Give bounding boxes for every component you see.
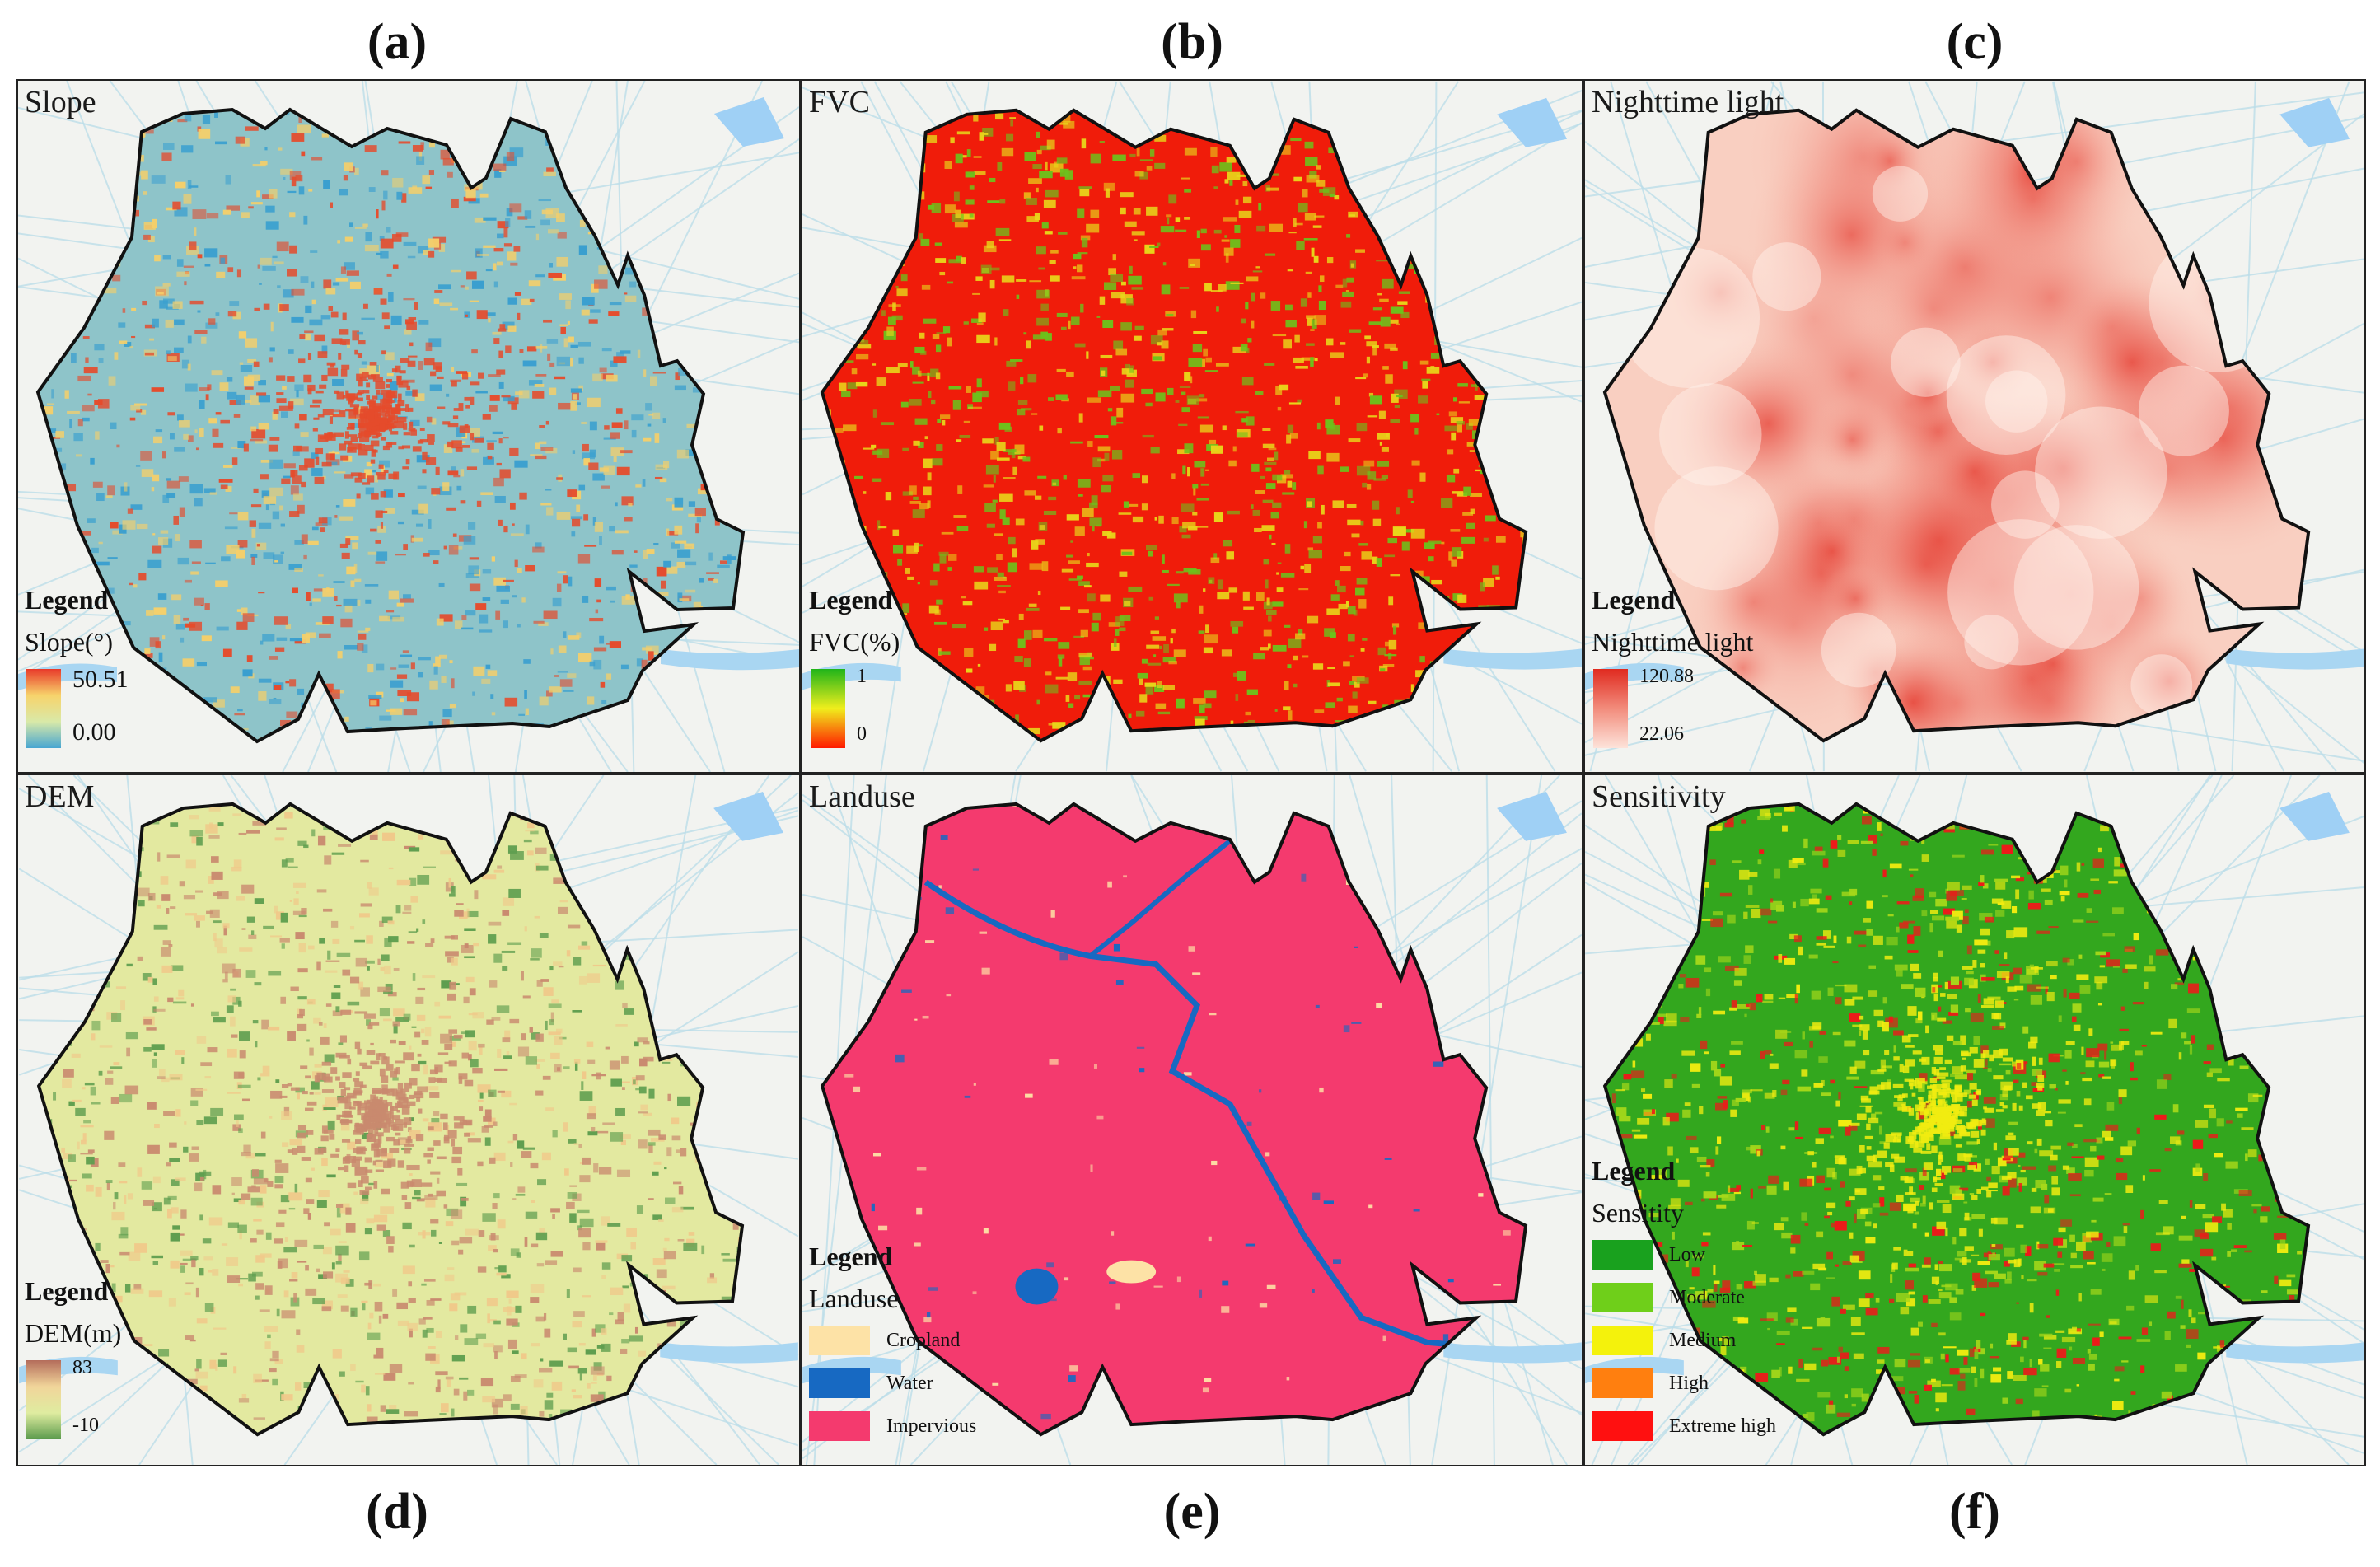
legend-swatch: [1592, 1283, 1653, 1312]
slope-map: [18, 81, 799, 772]
legend-gradient-bar: [26, 1360, 61, 1439]
legend-max-value: 1: [857, 666, 867, 687]
legend-heading: Legend: [809, 585, 893, 615]
panel-label-f: (f): [1949, 1484, 2000, 1540]
panel-label-d: (d): [366, 1484, 428, 1540]
legend-swatch: [809, 1411, 870, 1441]
legend-swatch: [1592, 1368, 1653, 1398]
legend-item-label: Water: [886, 1372, 933, 1394]
panel-landuse: Landuse Legend Landuse Cropland Water Im…: [802, 775, 1582, 1465]
legend-min-value: 22.06: [1639, 723, 1684, 745]
divider-horizontal: [18, 772, 2364, 775]
legend-subtitle: Sensitity: [1592, 1198, 1685, 1228]
dem-map: [18, 775, 799, 1465]
legend-max-value: 120.88: [1639, 666, 1694, 687]
district-boundary: [820, 108, 1528, 743]
panel-label-e: (e): [1163, 1484, 1221, 1540]
legend-item-impervious: Impervious: [809, 1410, 976, 1443]
legend-item-label: Extreme high: [1669, 1415, 1776, 1437]
legend-item-extreme-high: Extreme high: [1592, 1410, 1776, 1443]
district-boundary: [36, 802, 745, 1437]
fvc-map: [802, 81, 1582, 772]
panel-slope: Slope Legend Slope(°) 50.51 0.00: [18, 81, 799, 772]
legend-item-label: Impervious: [886, 1415, 977, 1437]
legend-item-label: Moderate: [1669, 1286, 1745, 1308]
legend-item-high: High: [1592, 1367, 1776, 1400]
panel-title: FVC: [809, 85, 870, 119]
legend-swatch: [809, 1368, 870, 1398]
landuse-map: [802, 775, 1582, 1465]
panel-title: Slope: [25, 85, 96, 119]
district-boundary: [1602, 802, 2311, 1437]
legend-item-label: Medium: [1669, 1329, 1737, 1351]
legend-item-medium: Medium: [1592, 1324, 1776, 1357]
legend: Legend Landuse Cropland Water Impervious: [809, 1242, 976, 1443]
legend-subtitle: DEM(m): [25, 1318, 122, 1348]
legend-min-value: -10: [72, 1415, 99, 1436]
legend-subtitle: Slope(°): [25, 627, 113, 657]
legend-item-label: Low: [1669, 1243, 1705, 1265]
sensitivity-map: [1585, 775, 2364, 1465]
legend-item-moderate: Moderate: [1592, 1281, 1776, 1314]
panel-title: Sensitivity: [1592, 779, 1726, 814]
legend-subtitle: Nighttime light: [1592, 627, 1754, 657]
legend-heading: Legend: [25, 1276, 109, 1306]
panel-fvc: FVC Legend FVC(%) 1 0: [802, 81, 1582, 772]
legend-gradient-bar: [1593, 669, 1628, 748]
legend: Legend Sensitity Low Moderate Medium Hig…: [1592, 1156, 1776, 1443]
legend-gradient-bar: [26, 669, 61, 748]
legend-swatch: [1592, 1240, 1653, 1270]
district-boundary: [35, 107, 746, 744]
legend-item-water: Water: [809, 1367, 976, 1400]
panel-dem: DEM Legend DEM(m) 83 -10: [18, 775, 799, 1465]
legend-swatch: [1592, 1411, 1653, 1441]
legend-swatch: [809, 1326, 870, 1355]
district-boundary: [820, 802, 1528, 1437]
legend-item-cropland: Cropland: [809, 1324, 976, 1357]
figure-grid: Slope Legend Slope(°) 50.51 0.00 FVC Leg…: [16, 79, 2366, 1466]
panel-title: DEM: [25, 779, 95, 814]
panel-label-b: (b): [1161, 14, 1223, 70]
panel-label-a: (a): [367, 14, 428, 70]
panel-nighttime-light: Nighttime light Legend Nighttime light 1…: [1585, 81, 2364, 772]
panel-title: Landuse: [809, 779, 915, 814]
legend-heading: Legend: [1592, 585, 1676, 615]
legend: Legend FVC(%) 1 0: [809, 585, 900, 748]
legend-swatch: [1592, 1326, 1653, 1355]
legend-heading: Legend: [25, 585, 109, 615]
legend-min-value: 0.00: [72, 718, 116, 746]
panel-title: Nighttime light: [1592, 85, 1784, 119]
district-boundary: [1602, 108, 2311, 743]
map-raster: [1604, 110, 2309, 741]
legend-gradient-bar: [811, 669, 845, 748]
legend: Legend DEM(m) 83 -10: [25, 1276, 121, 1439]
legend: Legend Slope(°) 50.51 0.00: [25, 585, 129, 748]
panel-sensitivity: Sensitivity Legend Sensitity Low Moderat…: [1585, 775, 2364, 1465]
legend-max-value: 83: [72, 1357, 92, 1378]
legend-subtitle: FVC(%): [809, 627, 900, 657]
legend-heading: Legend: [809, 1242, 893, 1271]
legend-subtitle: Landuse: [809, 1284, 899, 1313]
legend: Legend Nighttime light 120.88 22.06: [1592, 585, 1753, 748]
legend-heading: Legend: [1592, 1156, 1676, 1186]
legend-min-value: 0: [857, 723, 867, 745]
legend-max-value: 50.51: [72, 666, 129, 693]
legend-item-label: Cropland: [886, 1329, 961, 1351]
nighttime-light-map: [1585, 81, 2364, 772]
legend-item-label: High: [1669, 1372, 1709, 1394]
panel-label-c: (c): [1946, 14, 2004, 70]
legend-item-low: Low: [1592, 1238, 1776, 1271]
